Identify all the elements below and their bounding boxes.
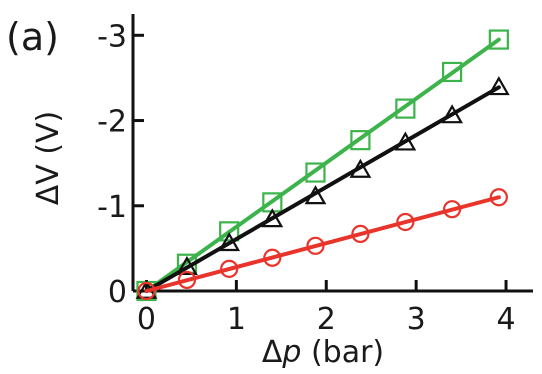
x-tick-label: 1 — [227, 302, 246, 337]
x-tick-label: 3 — [407, 302, 426, 337]
circle-marker — [396, 212, 415, 232]
triangle-marker — [304, 185, 327, 205]
circle-marker — [351, 224, 370, 243]
circle-marker — [489, 188, 508, 207]
circle-marker — [220, 259, 239, 278]
square-marker — [219, 221, 240, 242]
x-tick-label: 2 — [317, 302, 336, 337]
series-triangle-fit-line — [144, 85, 501, 293]
triangle-marker — [487, 76, 510, 96]
square-marker — [395, 98, 416, 119]
series-square-fit-line — [144, 37, 501, 293]
triangle-marker — [349, 158, 372, 178]
plot-area: 0 -1 -2 -3 0 1 2 3 4 — [97, 14, 533, 337]
square-marker — [350, 130, 371, 151]
square-marker — [442, 61, 463, 83]
square-marker — [305, 162, 326, 183]
circle-marker — [137, 281, 156, 301]
y-tick-label: -3 — [97, 19, 127, 54]
triangle-marker — [394, 131, 417, 151]
y-axis-label: ΔV (V) — [31, 111, 66, 206]
triangle-marker — [218, 232, 241, 252]
square-marker — [488, 29, 509, 50]
x-tick-label: 4 — [496, 302, 515, 337]
y-tick-label: -2 — [97, 105, 127, 140]
x-axis-label-symbol: Δ — [262, 335, 283, 370]
x-tick-label: 0 — [137, 302, 156, 337]
x-axis-label: Δp (bar) — [262, 335, 384, 370]
panel-label: (a) — [6, 15, 59, 59]
y-tick-label: 0 — [108, 275, 127, 310]
circle-marker — [263, 248, 282, 267]
circle-marker — [306, 236, 325, 255]
y-tick-label: -1 — [97, 190, 127, 225]
triangle-marker — [261, 208, 284, 228]
circle-marker — [443, 200, 462, 219]
x-axis-label-variable: p — [281, 335, 301, 370]
triangle-marker — [176, 255, 198, 275]
circle-marker — [177, 270, 197, 290]
x-axis-label-unit: (bar) — [301, 335, 384, 370]
triangle-marker — [441, 104, 463, 124]
